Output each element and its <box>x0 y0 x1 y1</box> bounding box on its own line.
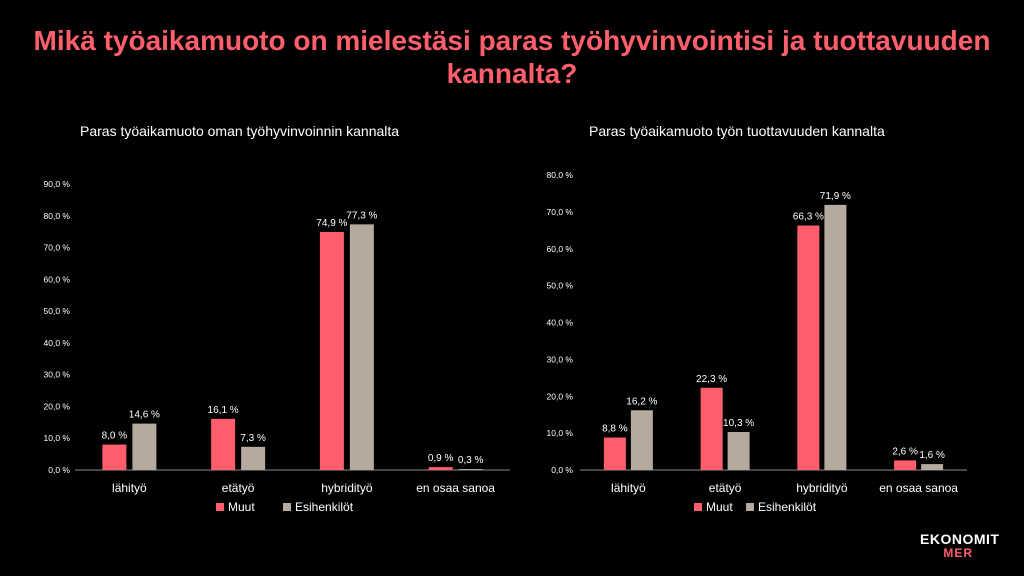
x-category-label: lähityö <box>112 481 147 495</box>
y-tick-label: 20,0 % <box>547 391 574 401</box>
bar-muut <box>603 437 626 470</box>
logo: EKONOMIT MER <box>920 532 1000 560</box>
data-label: 77,3 % <box>346 210 377 221</box>
bar-esihenkilot <box>349 224 374 470</box>
y-tick-label: 30,0 % <box>44 370 71 380</box>
data-label: 16,1 % <box>208 405 239 416</box>
x-category-label: hybridityö <box>796 481 848 495</box>
chart-1: 0,0 % 10,0 % 20,0 % 30,0 % 40,0 % 50,0 % 60,0 … <box>44 179 510 514</box>
data-label: 2,6 % <box>892 446 918 457</box>
y-tick-label: 50,0 % <box>44 306 71 316</box>
y-tick-label: 10,0 % <box>547 428 574 438</box>
data-label: 8,8 % <box>602 424 628 435</box>
y-tick-label: 50,0 % <box>547 281 574 291</box>
data-label: 10,3 % <box>723 418 754 429</box>
data-label: 7,3 % <box>240 433 266 444</box>
y-tick-label: 70,0 % <box>547 207 574 217</box>
bar-esihenkilot <box>824 204 847 470</box>
legend-swatch <box>694 503 702 511</box>
x-category-label: hybridityö <box>321 481 373 495</box>
bar-muut <box>211 418 236 470</box>
logo-line-2: MER <box>943 546 973 560</box>
bar-esihenkilot <box>921 464 944 470</box>
y-tick-label: 80,0 % <box>547 170 574 180</box>
bar-muut <box>797 225 820 470</box>
y-tick-label: 0,0 % <box>48 465 70 475</box>
y-tick-label: 20,0 % <box>44 401 71 411</box>
legend-label: Muut <box>228 500 255 514</box>
data-label: 14,6 % <box>129 410 160 421</box>
bar-esihenkilot <box>458 469 483 470</box>
y-tick-label: 90,0 % <box>44 179 71 189</box>
legend-swatch <box>283 503 291 511</box>
data-label: 1,6 % <box>919 450 945 461</box>
data-label: 0,9 % <box>428 453 454 464</box>
y-tick-label: 30,0 % <box>547 354 574 364</box>
x-category-label: en osaa sanoa <box>879 481 958 495</box>
y-tick-label: 80,0 % <box>44 211 71 221</box>
legend-label: Esihenkilöt <box>295 500 354 514</box>
x-category-label: lähityö <box>611 481 646 495</box>
bar-esihenkilot <box>630 410 653 470</box>
y-tick-label: 10,0 % <box>44 433 71 443</box>
data-label: 8,0 % <box>102 431 128 442</box>
y-tick-label: 70,0 % <box>44 243 71 253</box>
bar-muut <box>700 387 723 470</box>
data-label: 71,9 % <box>820 191 851 202</box>
y-tick-label: 60,0 % <box>547 244 574 254</box>
legend-label: Muut <box>706 500 733 514</box>
bar-muut <box>428 467 453 470</box>
bar-esihenkilot <box>132 423 157 470</box>
data-label: 74,9 % <box>316 218 347 229</box>
bar-muut <box>102 444 127 470</box>
x-category-label: en osaa sanoa <box>416 481 495 495</box>
data-label: 66,3 % <box>793 212 824 223</box>
legend-swatch <box>216 503 224 511</box>
bar-muut <box>894 460 917 470</box>
bar-esihenkilot <box>241 446 266 470</box>
chart-1-title: Paras työaikamuoto oman työhyvinvoinnin … <box>80 123 400 139</box>
page-title: Mikä työaikamuoto on mielestäsi paras ty… <box>33 25 991 89</box>
y-tick-label: 40,0 % <box>547 318 574 328</box>
legend-swatch <box>746 503 754 511</box>
legend-label: Esihenkilöt <box>758 500 817 514</box>
y-tick-label: 40,0 % <box>44 338 71 348</box>
y-tick-label: 60,0 % <box>44 274 71 284</box>
y-tick-label: 0,0 % <box>551 465 573 475</box>
chart-2-title: Paras työaikamuoto työn tuottavuuden kan… <box>589 123 885 139</box>
data-label: 0,3 % <box>458 455 484 466</box>
bar-esihenkilot <box>727 432 750 470</box>
bar-muut <box>319 231 344 470</box>
x-category-label: etätyö <box>709 481 742 495</box>
data-label: 16,2 % <box>626 396 657 407</box>
x-category-label: etätyö <box>222 481 255 495</box>
data-label: 22,3 % <box>696 374 727 385</box>
logo-line-1: EKONOMIT <box>920 531 1000 547</box>
